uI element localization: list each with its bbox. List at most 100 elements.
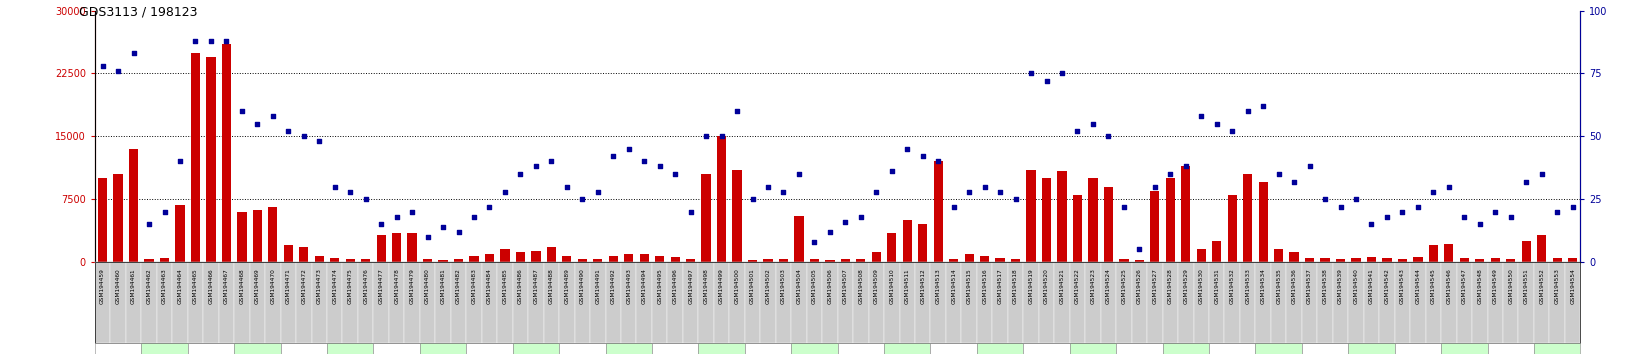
Bar [129, 149, 137, 262]
Point [1235, 108, 1261, 114]
Bar [160, 258, 169, 262]
Text: GSM194518: GSM194518 [1013, 268, 1018, 304]
Point [600, 154, 627, 159]
Bar [823, 262, 838, 343]
Point [136, 222, 162, 227]
Point [399, 209, 425, 215]
Text: GSM194470: GSM194470 [270, 268, 275, 304]
Text: GSM194466: GSM194466 [208, 268, 213, 304]
Bar [733, 170, 741, 262]
Point [1497, 214, 1523, 219]
Text: GSM194522: GSM194522 [1075, 268, 1080, 304]
Bar [1026, 170, 1036, 262]
Text: GSM194492: GSM194492 [610, 268, 615, 304]
Text: GSM194468: GSM194468 [239, 268, 244, 304]
Text: GSM194487: GSM194487 [533, 268, 538, 304]
Point [1049, 70, 1075, 76]
Text: GSM194491: GSM194491 [596, 268, 600, 304]
Text: GSM194481: GSM194481 [440, 268, 445, 304]
Text: GSM194525: GSM194525 [1121, 268, 1127, 304]
Bar [188, 262, 203, 343]
Bar [1472, 262, 1487, 343]
Bar [435, 262, 452, 343]
Bar [345, 259, 355, 262]
Text: GSM194535: GSM194535 [1276, 268, 1281, 304]
Bar [252, 210, 262, 262]
Bar [1258, 182, 1268, 262]
Bar [1428, 245, 1438, 262]
Bar [281, 343, 327, 354]
Bar [1337, 259, 1345, 262]
Text: GSM194519: GSM194519 [1029, 268, 1034, 304]
Point [1003, 196, 1029, 202]
Bar [1348, 262, 1364, 343]
Bar [1073, 195, 1081, 262]
Bar [1507, 259, 1515, 262]
Point [910, 154, 936, 159]
Point [924, 159, 951, 164]
Text: GSM194534: GSM194534 [1261, 268, 1266, 304]
Bar [373, 262, 389, 343]
Point [244, 121, 270, 127]
Bar [1039, 262, 1054, 343]
Bar [1194, 262, 1209, 343]
Bar [946, 262, 962, 343]
Text: GSM194463: GSM194463 [162, 268, 167, 304]
Bar [949, 259, 959, 262]
Point [198, 38, 224, 44]
Bar [362, 259, 370, 262]
Bar [744, 262, 761, 343]
Point [754, 184, 780, 189]
Text: GSM194524: GSM194524 [1106, 268, 1111, 304]
Point [864, 189, 890, 194]
Bar [407, 233, 417, 262]
Bar [424, 259, 432, 262]
Text: GSM194501: GSM194501 [749, 268, 756, 304]
Point [1219, 129, 1245, 134]
Text: GSM194530: GSM194530 [1199, 268, 1204, 304]
Bar [1302, 262, 1317, 343]
Text: GSM194540: GSM194540 [1353, 268, 1358, 304]
Bar [1379, 262, 1394, 343]
Text: GSM194514: GSM194514 [951, 268, 955, 304]
Point [414, 234, 440, 240]
Bar [1181, 166, 1191, 262]
Bar [838, 262, 852, 343]
Point [229, 108, 255, 114]
Bar [1178, 262, 1194, 343]
Bar [1163, 343, 1209, 354]
Bar [188, 343, 234, 354]
Point [1142, 184, 1168, 189]
Bar [1088, 178, 1098, 262]
Point [507, 171, 533, 177]
Text: GSM194517: GSM194517 [998, 268, 1003, 304]
Text: GSM194532: GSM194532 [1230, 268, 1235, 304]
Bar [389, 262, 404, 343]
Bar [1394, 262, 1410, 343]
Bar [438, 260, 448, 262]
Text: GSM194523: GSM194523 [1091, 268, 1096, 304]
Bar [918, 224, 928, 262]
Bar [713, 262, 730, 343]
Point [1327, 204, 1353, 210]
Point [553, 184, 579, 189]
Bar [810, 259, 820, 262]
Text: GSM194495: GSM194495 [658, 268, 663, 304]
Point [492, 189, 519, 194]
Text: GSM194484: GSM194484 [488, 268, 492, 304]
Bar [342, 262, 358, 343]
Point [1559, 204, 1585, 210]
Bar [995, 258, 1005, 262]
Bar [281, 262, 296, 343]
Bar [501, 249, 509, 262]
Bar [651, 262, 667, 343]
Text: GSM194459: GSM194459 [100, 268, 105, 304]
Bar [453, 259, 463, 262]
Bar [1553, 258, 1562, 262]
Bar [1240, 262, 1255, 343]
Bar [283, 245, 293, 262]
Text: GSM194545: GSM194545 [1432, 268, 1436, 304]
Text: GSM194502: GSM194502 [766, 268, 771, 304]
Text: GSM194508: GSM194508 [859, 268, 864, 304]
Point [646, 164, 672, 169]
